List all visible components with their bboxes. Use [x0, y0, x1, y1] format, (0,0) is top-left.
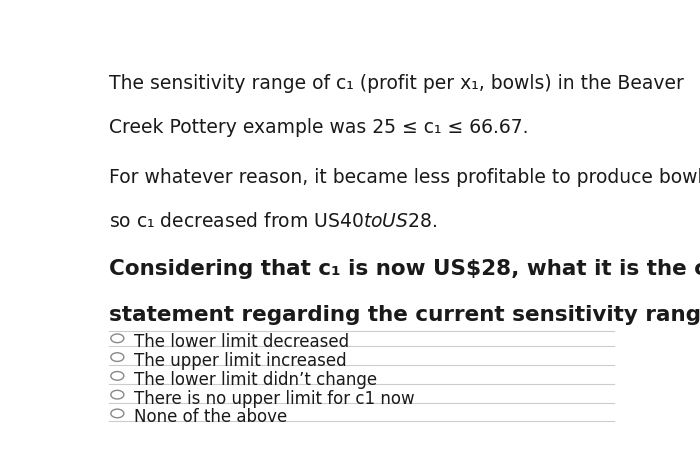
Text: so c₁ decreased from US$40 to US$28.: so c₁ decreased from US$40 to US$28.: [109, 212, 437, 231]
Text: For whatever reason, it became less profitable to produce bowls,: For whatever reason, it became less prof…: [109, 168, 700, 187]
Text: The lower limit decreased: The lower limit decreased: [134, 333, 349, 351]
Text: Considering that c₁ is now US$28, what it is the correct: Considering that c₁ is now US$28, what i…: [109, 258, 700, 279]
Text: The sensitivity range of c₁ (profit per x₁, bowls) in the Beaver: The sensitivity range of c₁ (profit per …: [109, 75, 684, 93]
Text: There is no upper limit for c1 now: There is no upper limit for c1 now: [134, 390, 414, 408]
Text: The upper limit increased: The upper limit increased: [134, 352, 346, 370]
Text: None of the above: None of the above: [134, 408, 287, 426]
Text: statement regarding the current sensitivity range of c₁?: statement regarding the current sensitiv…: [109, 305, 700, 325]
Text: The lower limit didn’t change: The lower limit didn’t change: [134, 371, 377, 389]
Text: Creek Pottery example was 25 ≤ c₁ ≤ 66.67.: Creek Pottery example was 25 ≤ c₁ ≤ 66.6…: [109, 118, 528, 136]
